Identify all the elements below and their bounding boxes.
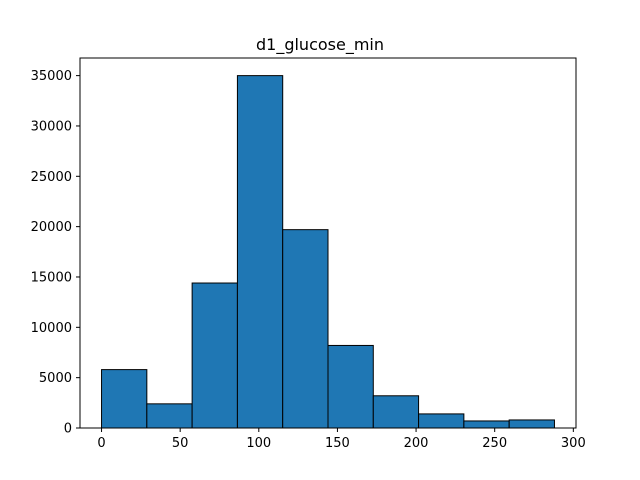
chart-title: d1_glucose_min (256, 35, 384, 55)
plot-area-frame (79, 57, 577, 429)
histogram-bar (146, 403, 193, 429)
x-tick-label: 0 (97, 436, 105, 451)
histogram-bar (236, 75, 284, 429)
histogram-bar (463, 420, 510, 429)
axes-layer (79, 57, 577, 429)
bars-layer (101, 75, 555, 429)
y-tick-label: 20000 (31, 220, 72, 235)
x-tick-label: 200 (404, 436, 429, 451)
x-tick-label: 100 (246, 436, 271, 451)
y-tick-label: 10000 (31, 321, 72, 336)
x-tick-label: 50 (172, 436, 189, 451)
histogram-bar (508, 419, 555, 429)
x-tick-label: 250 (482, 436, 507, 451)
histogram-bar (191, 282, 238, 429)
y-tick-label: 5000 (39, 371, 72, 386)
y-tick-label: 15000 (31, 270, 72, 285)
x-tick-label: 150 (325, 436, 350, 451)
histogram-bar (327, 344, 374, 429)
y-axis: 0 5000 10000 15000 20000 25000 30000 35000 (31, 69, 80, 437)
histogram-bar (372, 395, 420, 429)
histogram-bar (101, 369, 148, 429)
x-tick-label: 300 (561, 436, 586, 451)
x-axis: 0 50 100 150 200 250 300 (97, 428, 586, 451)
y-tick-label: 35000 (31, 69, 72, 84)
y-tick-label: 30000 (31, 119, 72, 134)
histogram-bar (418, 413, 465, 429)
y-tick-label: 25000 (31, 170, 72, 185)
y-tick-label: 0 (64, 422, 72, 437)
histogram-bar (282, 229, 329, 429)
